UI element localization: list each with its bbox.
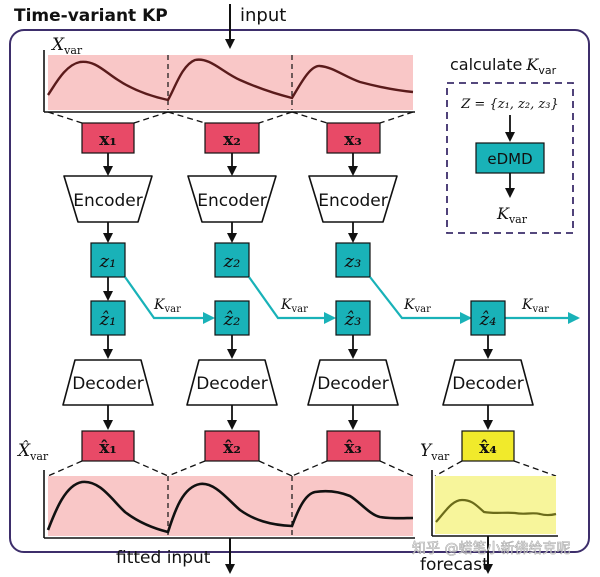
latent-box-z1: z₁ — [90, 242, 126, 278]
encoder-to-latent-arrows — [103, 222, 358, 243]
forecast-box-x4: x̂₄ — [461, 430, 515, 462]
decoder-2: Decoder — [186, 359, 278, 406]
svg-text:x̂₄: x̂₄ — [479, 438, 497, 458]
svg-text:z₂: z₂ — [223, 251, 241, 272]
svg-text:x₁: x₁ — [99, 130, 117, 150]
input-plot-label: Xvar — [50, 35, 83, 57]
decoder-4: Decoder — [442, 359, 534, 406]
svg-text:Encoder: Encoder — [318, 191, 388, 211]
segment-box-x2: x₂ — [204, 122, 260, 154]
svg-text:ẑ₂: ẑ₂ — [223, 309, 241, 330]
seg-to-encoder-arrows — [103, 153, 358, 176]
forecast-series-line — [435, 498, 557, 523]
svg-text:x₂: x₂ — [223, 130, 241, 150]
svg-text:z₁: z₁ — [99, 251, 117, 272]
output-box-x2: x̂₂ — [204, 430, 260, 462]
encoder-3: Encoder — [308, 175, 398, 223]
latent-hat-box-4: ẑ₄ — [470, 300, 506, 336]
svg-text:Kvar: Kvar — [521, 297, 549, 315]
svg-text:x̂₃: x̂₃ — [344, 438, 362, 458]
watermark-text: 知乎 @蜡笔小新佛给克呢 — [412, 540, 570, 557]
svg-text:Decoder: Decoder — [72, 374, 144, 394]
svg-text:ẑ₃: ẑ₃ — [344, 309, 362, 330]
forecast-plot: Yvar — [420, 441, 558, 537]
edmd-box — [475, 142, 545, 174]
output-plot-label: X̂var — [16, 441, 49, 463]
fitted-input-label: fitted input — [116, 548, 211, 568]
input-series-line — [47, 58, 414, 102]
latent-box-z3: z₃ — [335, 242, 371, 278]
calc-set-expr: Z = {z₁, z₂, z₃} — [460, 97, 558, 112]
decoder-1: Decoder — [62, 359, 154, 406]
svg-text:ẑ₄: ẑ₄ — [479, 309, 497, 330]
outer-frame — [9, 29, 590, 553]
svg-text:Kvar: Kvar — [280, 297, 308, 315]
encoder-1: Encoder — [63, 175, 153, 223]
diagram-title: Time-variant KP — [14, 6, 168, 26]
svg-text:Encoder: Encoder — [73, 191, 143, 211]
output-box-x3: x̂₃ — [326, 430, 381, 462]
koopman-labels: Kvar Kvar Kvar Kvar — [153, 297, 549, 315]
edmd-label: eDMD — [487, 150, 532, 168]
calculate-k-panel: calculate Kvar Z = {z₁, z₂, z₃} eDMD Kvar — [446, 55, 574, 234]
svg-text:x̂₂: x̂₂ — [223, 438, 241, 458]
forecast-plot-label: Yvar — [420, 441, 450, 463]
svg-text:Kvar: Kvar — [403, 297, 431, 315]
latent-hat-box-3: ẑ₃ — [335, 300, 371, 336]
svg-text:Decoder: Decoder — [452, 374, 524, 394]
koopman-arrows — [124, 276, 580, 324]
calc-title: calculate Kvar — [450, 55, 557, 77]
output-plot: X̂var — [16, 441, 415, 539]
latent-box-z2: z₂ — [214, 242, 250, 278]
svg-text:ẑ₁: ẑ₁ — [99, 309, 117, 330]
output-series-line — [46, 480, 414, 534]
segment-box-x1: x₁ — [81, 122, 135, 154]
svg-text:Decoder: Decoder — [317, 374, 389, 394]
svg-text:x̂₁: x̂₁ — [99, 438, 117, 458]
decoder-3: Decoder — [307, 359, 399, 406]
input-label: input — [240, 5, 286, 26]
output-box-x1: x̂₁ — [81, 430, 135, 462]
encoder-2: Encoder — [187, 175, 277, 223]
latent-hat-box-2: ẑ₂ — [214, 300, 250, 336]
decoder-to-output-arrows — [103, 405, 493, 430]
forecast-label: forecast — [420, 555, 489, 575]
svg-text:Decoder: Decoder — [196, 374, 268, 394]
calc-result: Kvar — [496, 204, 528, 226]
latent-hat-box-1: ẑ₁ — [90, 300, 126, 336]
svg-text:Encoder: Encoder — [197, 191, 267, 211]
input-funnels — [47, 111, 414, 124]
input-plot: Xvar — [43, 35, 415, 113]
output-funnels — [47, 460, 557, 477]
svg-text:Kvar: Kvar — [153, 297, 181, 315]
svg-text:z₃: z₃ — [344, 251, 362, 272]
segment-box-x3: x₃ — [326, 122, 381, 154]
hat-to-decoder-arrows — [103, 335, 493, 359]
svg-text:x₃: x₃ — [344, 130, 362, 150]
